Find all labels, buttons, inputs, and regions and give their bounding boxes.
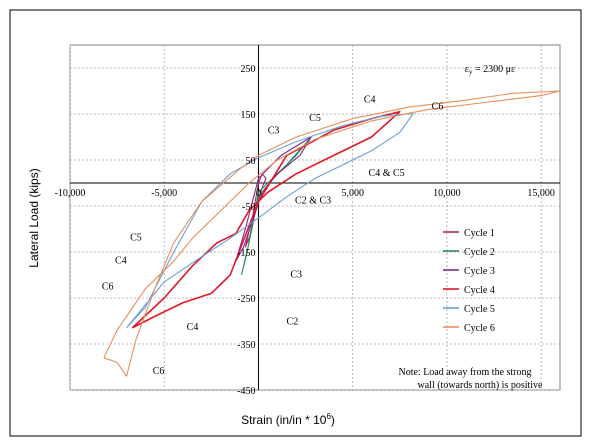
annotation-label: C2 — [287, 317, 299, 328]
legend-label: Cycle 6 — [464, 323, 495, 334]
annotation-label: C4 — [364, 95, 376, 106]
legend-label: Cycle 5 — [464, 304, 495, 315]
y-tick-label: -150 — [237, 248, 255, 259]
y-tick-label: 50 — [245, 156, 255, 167]
series-line-5 — [126, 113, 414, 329]
annotations: C4 C5 C6 C3 C4 & C5 C2 & C3 C5 C4 C6 C4 C3 C2 C6 — [102, 95, 443, 377]
y-axis-label: Lateral Load (kips) — [27, 168, 41, 267]
annotation-label: C5 — [130, 233, 142, 244]
annotation-label: C4 — [187, 322, 199, 333]
note-line-1: Note: Load away from the strong — [398, 367, 531, 378]
annotation-label: C2 & C3 — [295, 196, 331, 207]
legend-label: Cycle 3 — [464, 266, 495, 277]
y-tick-label: 150 — [240, 110, 255, 121]
grid-lines — [69, 45, 560, 391]
annotation-label: C3 — [268, 125, 280, 136]
x-tick-label: -10,000 — [55, 188, 86, 199]
x-tick-label: 15,000 — [527, 188, 555, 199]
annotation-label: C4 & C5 — [369, 168, 405, 179]
annotation-label: C6 — [102, 282, 114, 293]
x-tick-labels: -10,000 -5,000 0 5,000 10,000 15,000 — [55, 188, 555, 199]
y-tick-label: -350 — [237, 340, 255, 351]
series-lines — [103, 90, 561, 377]
legend-label: Cycle 1 — [464, 228, 495, 239]
annotation-label: C4 — [115, 256, 127, 267]
x-tick-label: 0 — [256, 188, 261, 199]
x-axis-label: Strain (in/in * 106) — [241, 412, 335, 427]
y-tick-label: -450 — [237, 386, 255, 397]
series-line-6 — [103, 90, 561, 377]
annotation-label: C5 — [309, 113, 321, 124]
x-tick-label: 10,000 — [433, 188, 461, 199]
y-tick-label: -50 — [242, 202, 255, 213]
annotation-label: C6 — [432, 101, 444, 112]
legend-label: Cycle 4 — [464, 285, 495, 296]
annotation-label: C6 — [153, 366, 165, 377]
series-line-3 — [235, 136, 312, 262]
y-tick-label: -250 — [237, 294, 255, 305]
x-tick-label: 5,000 — [341, 188, 364, 199]
x-tick-label: -5,000 — [151, 188, 177, 199]
plot-area — [69, 44, 561, 391]
legend-label: Cycle 2 — [464, 247, 495, 258]
annotation-label: C3 — [290, 269, 302, 280]
yield-label: εy = 2300 με — [465, 64, 515, 76]
legend: Cycle 1 Cycle 2 Cycle 3 Cycle 4 Cycle 5 Cycle… — [443, 228, 495, 334]
series-line-4 — [131, 110, 401, 329]
y-tick-labels: 250 150 50 -50 -150 -250 -350 -450 — [237, 64, 255, 397]
y-tick-label: 250 — [240, 64, 255, 75]
note-line-2: wall (towards north) is positive — [418, 380, 544, 391]
